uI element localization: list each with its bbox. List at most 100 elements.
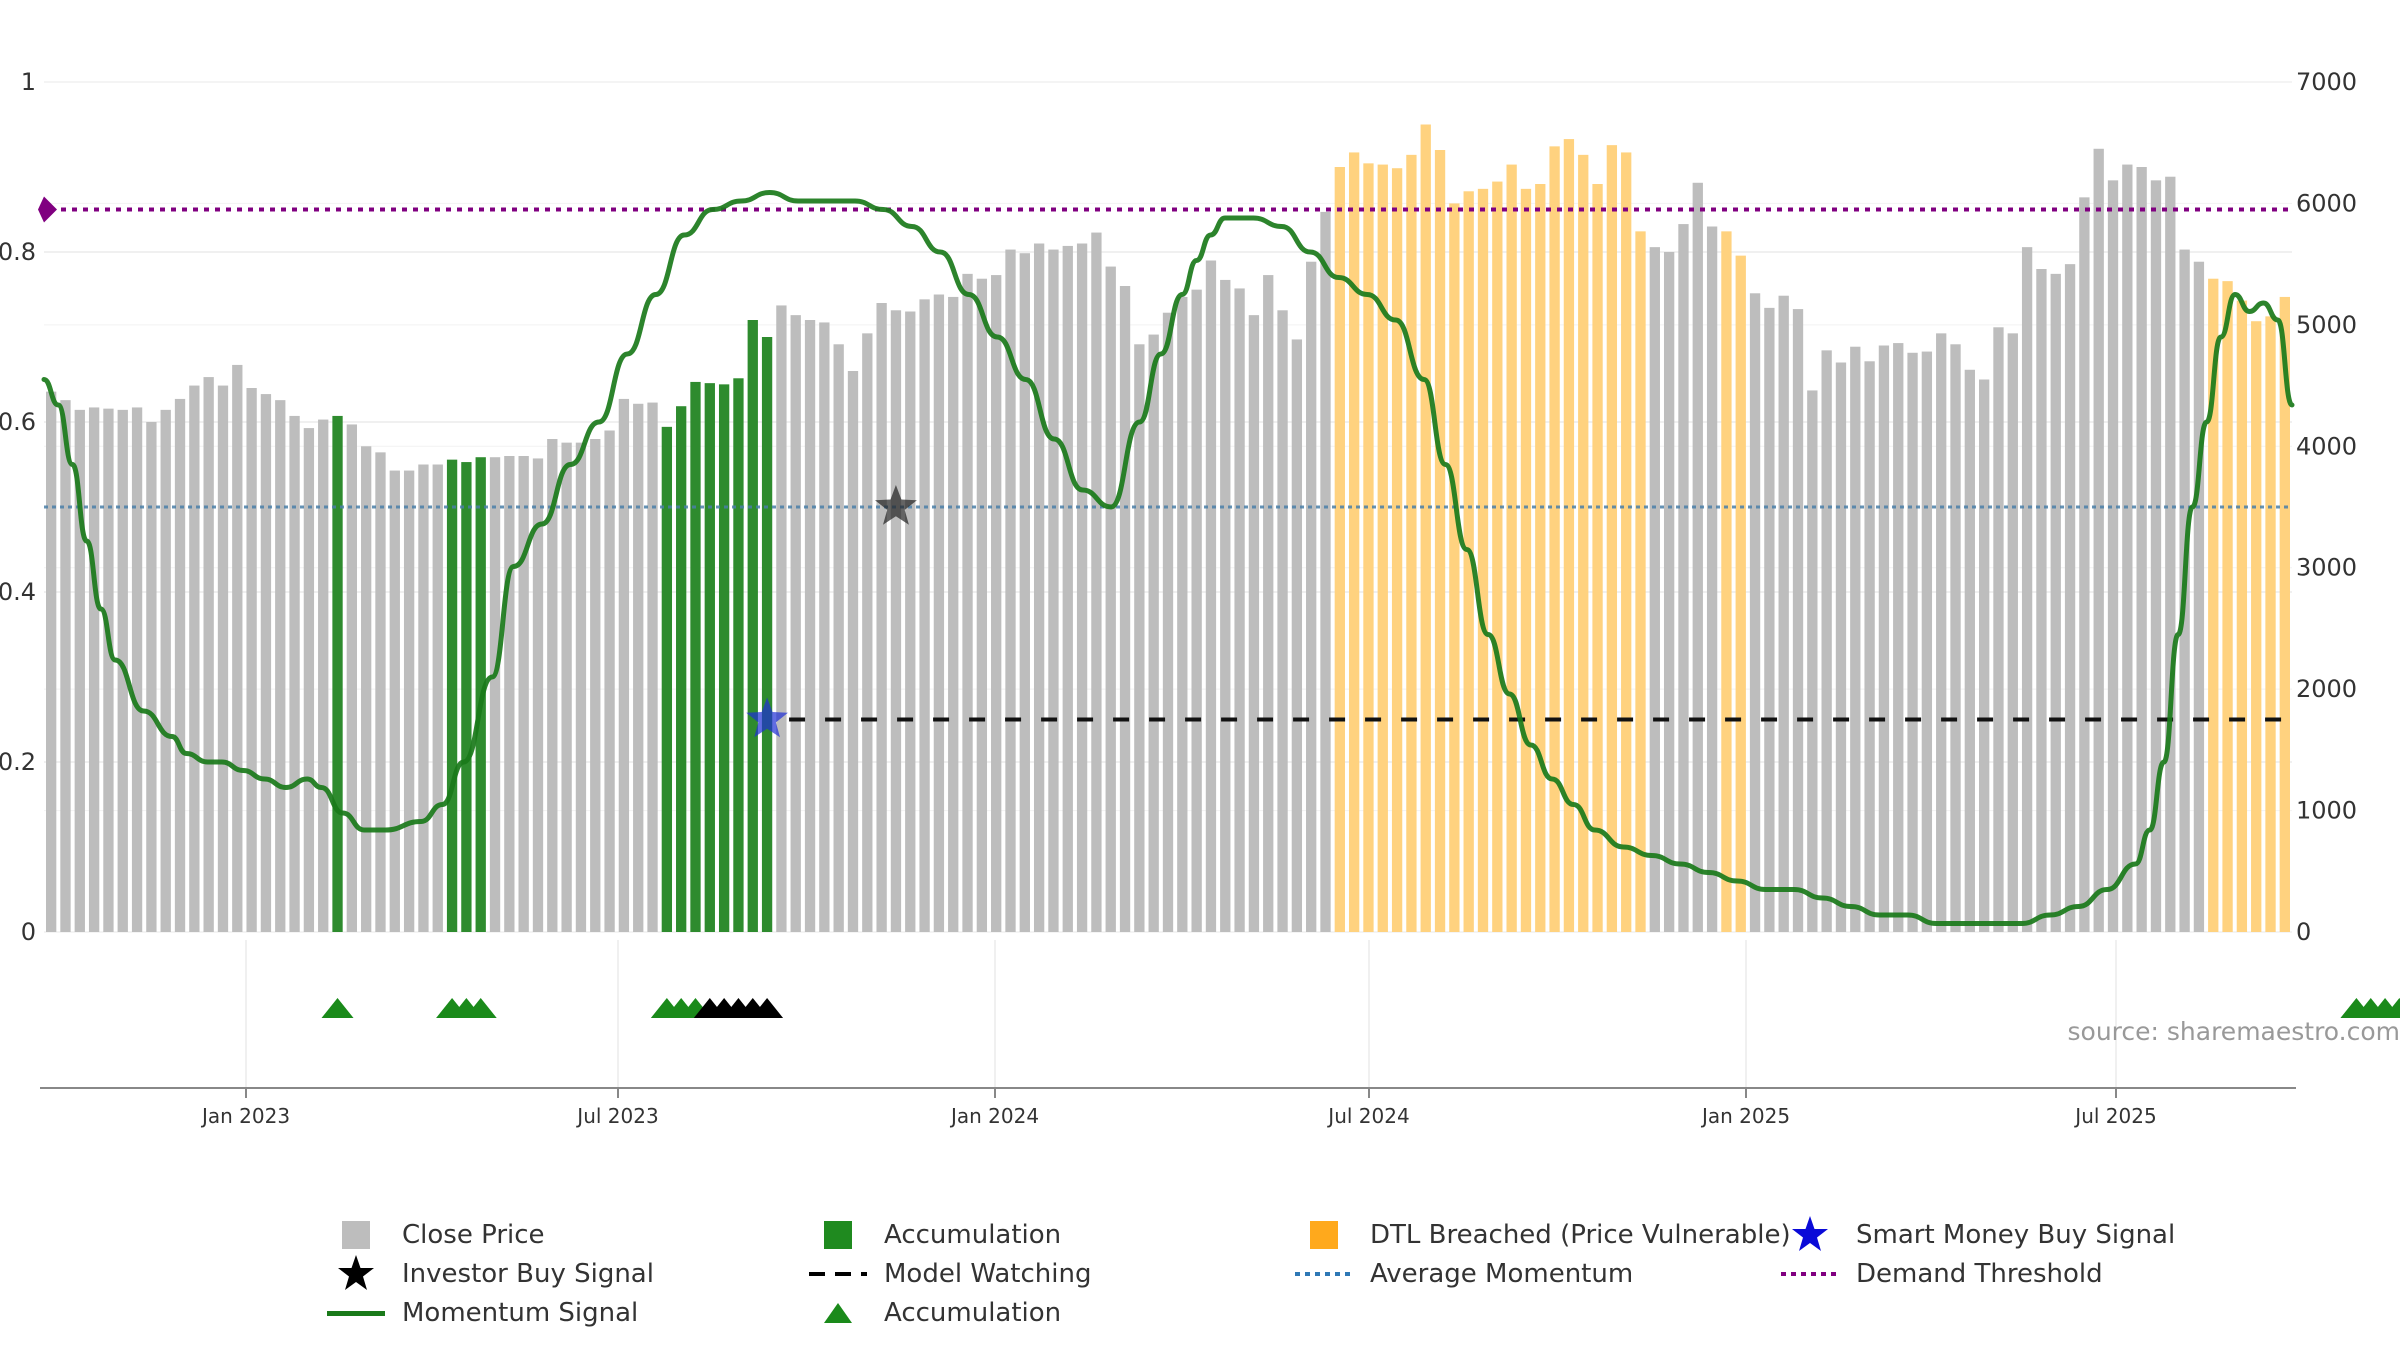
dtl-breached-bar <box>1563 139 1575 933</box>
close-price-bar <box>146 422 157 932</box>
dtl-breached-bar <box>1535 184 1546 932</box>
close-price-bar <box>1993 327 2004 932</box>
close-price-bar <box>2021 247 2033 933</box>
dtl-breached-bar <box>2236 300 2248 933</box>
close-price-bar <box>1119 286 1131 932</box>
dtl-breached-bar <box>1578 154 1589 932</box>
accumulation-bar <box>690 381 701 932</box>
left-tick-label: 0.8 <box>0 238 36 266</box>
close-price-bar <box>1320 211 1331 932</box>
dtl-breached-bar <box>2222 281 2233 933</box>
reference-lines <box>38 196 2292 722</box>
dtl-breached-bar <box>1735 255 1746 933</box>
close-price-bar <box>1234 288 1245 932</box>
close-price-bar <box>1764 307 1775 932</box>
close-price-bar <box>74 409 85 932</box>
dtl-breached-bar <box>2265 316 2276 932</box>
dtl-breached-bar <box>1549 146 1560 932</box>
close-price-bar <box>876 303 887 932</box>
close-price-bar <box>1850 346 1861 932</box>
right-tick-label: 2000 <box>2296 675 2357 703</box>
gridlines <box>44 81 2292 1088</box>
close-price-bar <box>103 408 114 933</box>
close-price-bar <box>804 320 816 932</box>
close-price-bar <box>847 371 859 932</box>
close-price-bar <box>361 446 372 932</box>
accumulation-bar <box>661 426 673 932</box>
dtl-breached-bar <box>2208 278 2219 932</box>
dtl-breached-bar <box>1420 124 1431 932</box>
close-price-bar <box>2036 269 2047 932</box>
close-price-bar <box>1134 344 1145 932</box>
accumulation-bar <box>718 384 730 932</box>
left-tick-label: 0 <box>21 918 36 946</box>
accumulation-triangle <box>321 998 354 1018</box>
close-price-bar <box>1921 351 1933 933</box>
dtl-breached-bar <box>1621 152 1632 932</box>
close-price-bar <box>2193 261 2205 932</box>
close-price-bar <box>1220 279 1231 932</box>
right-tick-label: 3000 <box>2296 554 2357 582</box>
close-price-bar <box>2122 164 2133 933</box>
close-price-bar <box>647 402 658 933</box>
close-price-bar <box>275 400 286 933</box>
close-price-bar <box>1062 245 1073 932</box>
close-price-bar <box>1778 295 1789 932</box>
close-price-bar <box>561 442 572 932</box>
close-price-bar <box>905 311 916 932</box>
accumulation-bar <box>733 378 744 932</box>
close-price-bar <box>174 398 186 932</box>
close-price-bar <box>890 310 902 932</box>
close-price-bar <box>88 407 100 932</box>
dtl-breached-bar <box>1506 164 1517 933</box>
close-price-bar <box>189 385 200 933</box>
accumulation-bar <box>446 459 458 932</box>
close-price-bar <box>833 344 844 932</box>
close-price-bar <box>1291 339 1303 932</box>
close-price-bar <box>1649 247 1660 933</box>
x-tick-label: Jul 2025 <box>2073 1104 2156 1128</box>
close-price-bar <box>2064 264 2076 933</box>
close-price-bar <box>1964 369 1975 932</box>
close-price-bar <box>1248 315 1260 933</box>
momentum-signal-line <box>41 190 2295 926</box>
close-price-bar <box>919 299 930 932</box>
close-price-bar <box>418 464 429 932</box>
dtl-breached-bar <box>1377 164 1388 933</box>
close-price-bar <box>489 457 501 932</box>
close-price-bar <box>1263 275 1274 933</box>
close-price-bar <box>1177 296 1188 932</box>
close-price-bar <box>318 419 329 933</box>
close-price-bar <box>1663 252 1675 932</box>
right-tick-label: 6000 <box>2296 189 2357 217</box>
close-price-bar <box>547 439 558 932</box>
close-price-bars <box>46 124 2290 933</box>
close-price-bar <box>2136 167 2147 932</box>
close-price-bar <box>862 333 873 932</box>
close-price-bar <box>46 391 57 933</box>
close-price-bar <box>2050 273 2061 932</box>
close-price-bar <box>432 464 443 932</box>
demand-threshold-marker <box>38 196 57 223</box>
close-price-bar <box>1807 390 1818 932</box>
right-tick-label: 0 <box>2296 918 2311 946</box>
close-price-bar <box>1936 333 1947 932</box>
investor-buy-star <box>875 485 917 525</box>
close-price-bar <box>289 415 300 932</box>
close-price-bar <box>1148 334 1159 933</box>
signal-markers <box>746 485 917 738</box>
close-price-bar <box>1091 232 1102 933</box>
close-price-bar <box>1205 260 1217 932</box>
close-price-bar <box>1835 362 1847 932</box>
dtl-breached-bar <box>1492 181 1503 933</box>
left-tick-label: 0.2 <box>0 748 36 776</box>
accumulation-bar <box>676 406 687 932</box>
x-tick-label: Jan 2023 <box>200 1104 290 1128</box>
close-price-bar <box>2007 333 2018 932</box>
close-price-bar <box>962 273 973 932</box>
close-price-bar <box>131 407 143 932</box>
close-price-bar <box>1033 243 1045 932</box>
dtl-breached-bar <box>1434 150 1446 932</box>
accumulation-triangle <box>464 998 497 1018</box>
right-tick-label: 5000 <box>2296 311 2357 339</box>
